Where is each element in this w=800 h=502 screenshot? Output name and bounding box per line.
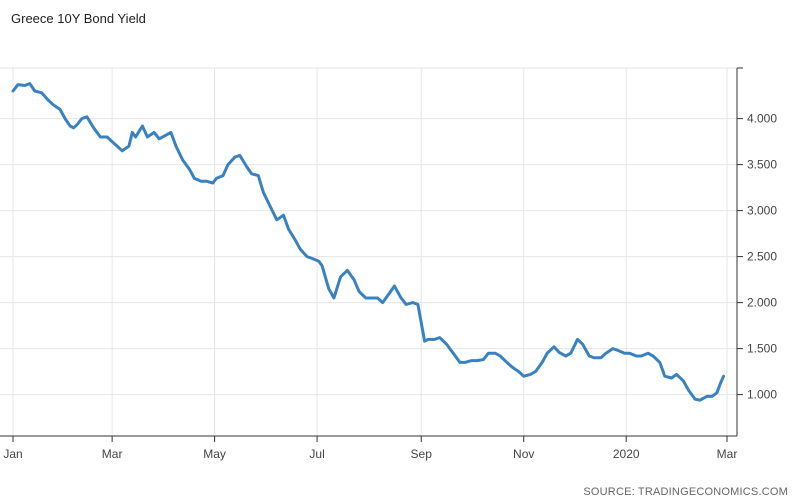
series-line xyxy=(11,82,726,402)
y-tick-label: 2.500 xyxy=(747,250,777,264)
y-tick-label: 1.500 xyxy=(747,342,777,356)
x-tick-label: Sep xyxy=(411,447,433,461)
source-label: SOURCE: TRADINGECONOMICS.COM xyxy=(583,486,788,498)
chart-title: Greece 10Y Bond Yield xyxy=(11,11,146,26)
x-tick-label: Mar xyxy=(717,447,738,461)
y-tick-label: 2.000 xyxy=(747,296,777,310)
x-tick-label: May xyxy=(203,447,226,461)
gridlines xyxy=(0,67,737,436)
x-axis-ticks: Jan Mar May Jul Sep Nov 2020 Mar xyxy=(3,436,737,461)
series-group xyxy=(11,82,726,402)
axes xyxy=(0,67,743,437)
x-tick-label: Jul xyxy=(309,447,324,461)
y-tick-label: 1.000 xyxy=(747,388,777,402)
y-tick-label: 3.000 xyxy=(747,204,777,218)
y-tick-label: 3.500 xyxy=(747,158,777,172)
x-tick-label: Jan xyxy=(3,447,22,461)
x-tick-label: Mar xyxy=(102,447,123,461)
y-axis-ticks: 1.000 1.500 2.000 2.500 3.000 3.500 4.000 xyxy=(737,112,777,402)
x-tick-label: 2020 xyxy=(613,447,640,461)
x-tick-label: Nov xyxy=(513,447,534,461)
y-tick-label: 4.000 xyxy=(747,112,777,126)
